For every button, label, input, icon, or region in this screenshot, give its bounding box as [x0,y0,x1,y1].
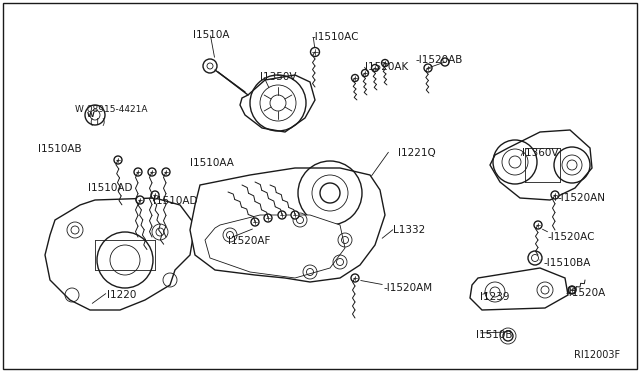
Circle shape [264,214,272,222]
Circle shape [278,211,286,219]
Circle shape [424,64,432,72]
Text: I1510AD: I1510AD [88,183,132,193]
Circle shape [114,156,122,164]
Circle shape [148,168,156,176]
Text: -I1510BA: -I1510BA [543,258,590,268]
Text: -I1520AB: -I1520AB [415,55,462,65]
Circle shape [207,63,213,69]
Polygon shape [45,198,195,310]
Circle shape [503,331,513,341]
Text: W 08915-4421A: W 08915-4421A [75,105,147,114]
Circle shape [441,58,449,66]
Text: I1520AK: I1520AK [365,62,408,72]
Text: -I1510AC: -I1510AC [312,32,360,42]
Text: -I1520AN: -I1520AN [558,193,606,203]
Circle shape [320,183,340,203]
Text: I1510A: I1510A [193,30,230,40]
Circle shape [551,191,559,199]
Text: I1360V: I1360V [522,148,559,158]
Circle shape [310,48,319,57]
Polygon shape [240,75,315,132]
Circle shape [251,218,259,226]
Circle shape [351,274,359,282]
Circle shape [568,286,576,294]
Circle shape [568,286,575,294]
Circle shape [381,60,388,67]
Polygon shape [490,130,592,200]
Text: I1510AB: I1510AB [38,144,82,154]
Text: -I1520AC: -I1520AC [548,232,595,242]
Text: -I1520AM: -I1520AM [384,283,433,293]
Circle shape [362,70,369,77]
Circle shape [371,64,378,71]
Text: I1239: I1239 [480,292,509,302]
Circle shape [71,226,79,234]
Circle shape [162,168,170,176]
Text: ( I ): ( I ) [90,118,106,127]
Text: W: W [87,112,95,118]
Circle shape [134,168,142,176]
Text: -I1520A: -I1520A [565,288,605,298]
Polygon shape [205,215,345,278]
Circle shape [534,221,542,229]
Text: L1332: L1332 [393,225,425,235]
Circle shape [136,196,144,204]
Text: I1520AF: I1520AF [228,236,270,246]
Text: I1221Q: I1221Q [398,148,436,158]
Text: I1350V: I1350V [260,72,296,82]
Text: I1510AD: I1510AD [153,196,198,206]
Circle shape [151,191,159,199]
Text: I1510B: I1510B [476,330,513,340]
Circle shape [291,211,299,219]
Polygon shape [470,268,568,310]
Text: I1510AA: I1510AA [190,158,234,168]
Circle shape [156,228,164,236]
Text: RI12003F: RI12003F [574,350,620,360]
Text: I1220: I1220 [107,290,136,300]
Polygon shape [190,168,385,282]
Circle shape [351,74,358,81]
